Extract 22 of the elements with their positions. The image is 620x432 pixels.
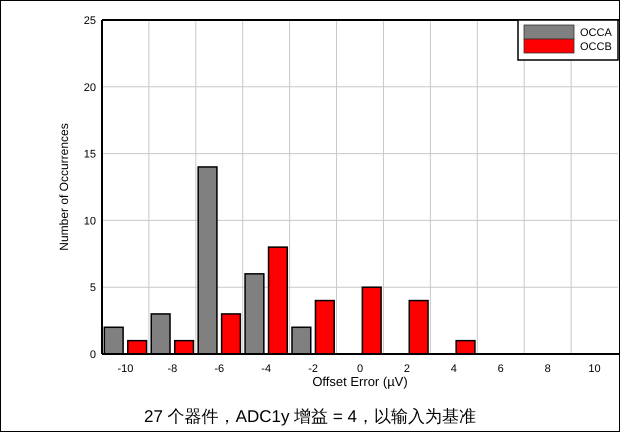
x-tick-label: 0 <box>356 363 364 375</box>
text: 27 个器件，ADC1y 增益 = 4，以输入为基准 <box>144 407 476 426</box>
x-tick-label: -4 <box>261 363 272 375</box>
x-tick-label: -6 <box>214 363 224 375</box>
x-axis-title: Offset Error (µV) <box>312 374 408 389</box>
y-axis-title: Number of Occurrences <box>57 123 71 251</box>
x-tick-label: 8 <box>544 363 551 375</box>
x-tick-label: 6 <box>498 363 504 375</box>
y-tick-label: 20 <box>84 82 96 94</box>
x-tick-label: 10 <box>588 363 601 375</box>
x-tick-label: 4 <box>450 363 457 375</box>
x-tick-label: 2 <box>404 363 410 375</box>
y-tick-label: 0 <box>90 349 96 361</box>
x-tick-label: -8 <box>167 363 178 375</box>
y-tick-label: 15 <box>84 148 96 161</box>
legend-label: OCCA <box>580 27 612 39</box>
y-tick-label: 10 <box>84 215 96 228</box>
x-tick-label: -2 <box>308 363 318 375</box>
y-tick-label: 5 <box>90 282 96 294</box>
legend-label: OCCB <box>580 41 612 53</box>
x-tick-label: -10 <box>118 363 134 375</box>
y-tick-label: 25 <box>84 15 96 27</box>
